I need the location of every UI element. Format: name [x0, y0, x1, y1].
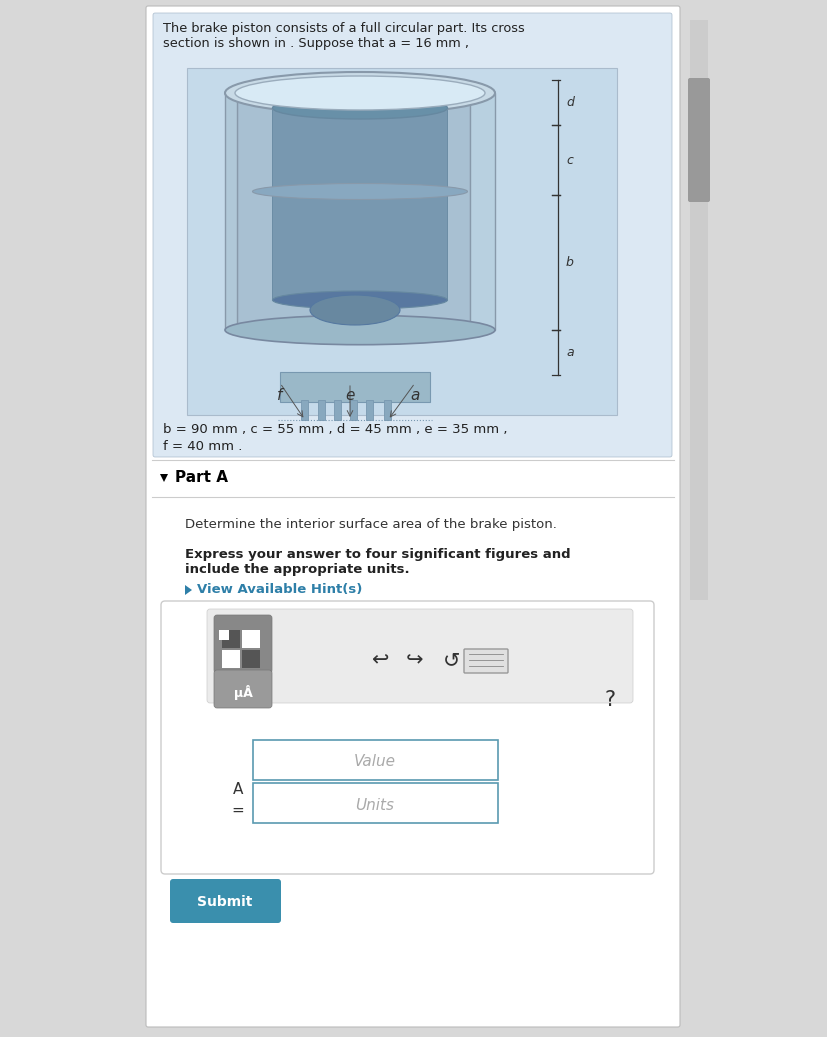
Text: Value: Value — [354, 755, 395, 769]
Text: ↺: ↺ — [442, 650, 460, 670]
Bar — [222, 630, 240, 648]
FancyBboxPatch shape — [463, 649, 508, 673]
Bar — [241, 650, 260, 668]
Text: ↪: ↪ — [406, 650, 423, 670]
Text: The brake piston consists of a full circular part. Its cross: The brake piston consists of a full circ… — [163, 22, 524, 35]
Text: A: A — [232, 783, 243, 797]
Text: Part A: Part A — [174, 471, 227, 485]
Ellipse shape — [272, 97, 447, 119]
Polygon shape — [470, 93, 495, 330]
Text: b = 90 mm , c = 55 mm , d = 45 mm , e = 35 mm ,: b = 90 mm , c = 55 mm , d = 45 mm , e = … — [163, 423, 507, 436]
Bar — [350, 400, 356, 420]
Ellipse shape — [225, 72, 495, 114]
FancyBboxPatch shape — [160, 601, 653, 874]
FancyBboxPatch shape — [146, 6, 679, 1027]
Ellipse shape — [272, 291, 447, 309]
Text: View Available Hint(s): View Available Hint(s) — [197, 584, 362, 596]
Text: a: a — [410, 388, 419, 402]
Ellipse shape — [309, 295, 399, 325]
Polygon shape — [225, 93, 237, 330]
Bar — [318, 400, 325, 420]
Text: f = 40 mm .: f = 40 mm . — [163, 440, 242, 453]
FancyBboxPatch shape — [207, 609, 632, 703]
Ellipse shape — [225, 315, 495, 344]
Bar — [222, 650, 240, 668]
FancyBboxPatch shape — [213, 670, 272, 708]
Text: include the appropriate units.: include the appropriate units. — [184, 563, 409, 576]
Bar — [384, 400, 390, 420]
Text: f: f — [277, 388, 282, 402]
Bar — [366, 400, 372, 420]
FancyBboxPatch shape — [153, 13, 672, 457]
Polygon shape — [280, 372, 429, 402]
Bar — [689, 20, 707, 600]
Text: μÅ: μÅ — [233, 684, 252, 700]
Text: c: c — [566, 153, 572, 167]
FancyBboxPatch shape — [213, 615, 272, 673]
Text: Submit: Submit — [197, 895, 252, 909]
Ellipse shape — [252, 184, 467, 199]
Polygon shape — [237, 93, 470, 330]
FancyBboxPatch shape — [253, 783, 497, 823]
Polygon shape — [272, 108, 447, 300]
Text: Determine the interior surface area of the brake piston.: Determine the interior surface area of t… — [184, 518, 557, 531]
Text: Units: Units — [355, 797, 394, 813]
Text: e: e — [345, 388, 354, 402]
Bar — [301, 400, 308, 420]
Bar — [241, 630, 260, 648]
Text: b: b — [566, 256, 573, 269]
Text: section is shown in . Suppose that a = 16 mm ,: section is shown in . Suppose that a = 1… — [163, 37, 468, 50]
Text: a: a — [566, 346, 573, 359]
Text: d: d — [566, 96, 573, 109]
Polygon shape — [160, 474, 168, 482]
FancyBboxPatch shape — [687, 78, 709, 202]
FancyBboxPatch shape — [253, 740, 497, 780]
Bar — [218, 630, 229, 640]
Text: =: = — [232, 803, 244, 817]
Bar — [333, 400, 341, 420]
Ellipse shape — [235, 76, 485, 110]
Text: ↩: ↩ — [370, 650, 389, 670]
Text: ?: ? — [604, 690, 614, 710]
FancyBboxPatch shape — [170, 879, 280, 923]
Polygon shape — [184, 585, 192, 595]
Bar — [187, 68, 616, 415]
Text: Express your answer to four significant figures and: Express your answer to four significant … — [184, 548, 570, 561]
